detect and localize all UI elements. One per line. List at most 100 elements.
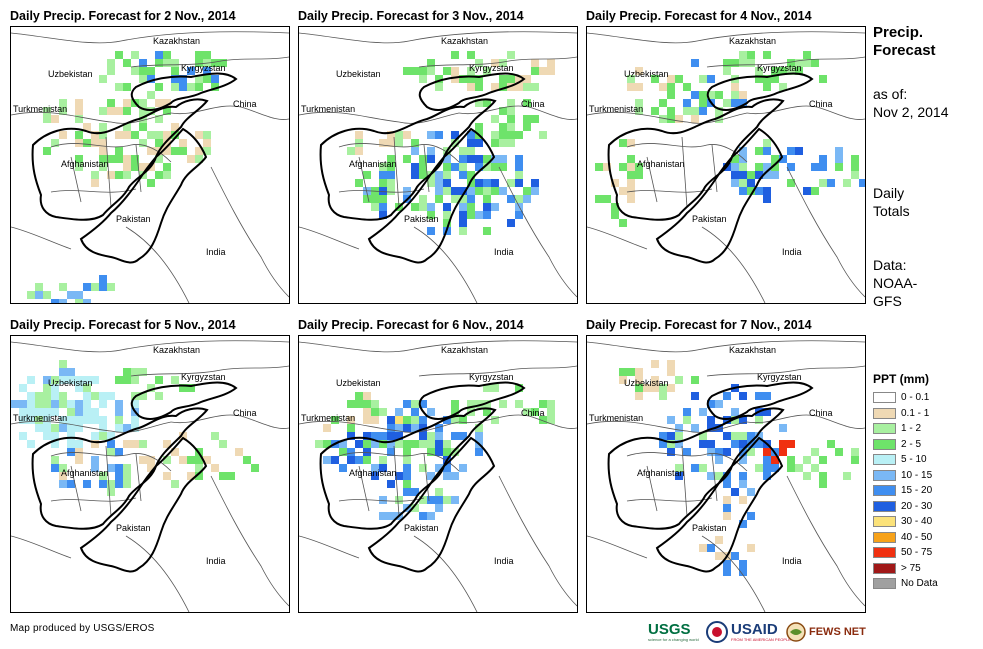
precip-cell [779,67,787,75]
precip-cell [219,59,227,67]
precip-cell [67,408,75,416]
precip-cell [763,139,771,147]
pakistan-outline [79,127,208,264]
map-label-afghanistan: Afghanistan [349,468,397,478]
legend-swatch [873,438,896,450]
precip-cell [107,432,115,440]
precip-cell [155,376,163,384]
legend-item: 50 - 75 [873,546,932,559]
precip-cell [147,75,155,83]
map-label-afghanistan: Afghanistan [637,159,685,169]
precip-cell [355,147,363,155]
precip-cell [483,155,491,163]
precip-cell [635,67,643,75]
precip-cell [99,480,107,488]
precip-cell [443,155,451,163]
precip-cell [131,400,139,408]
precip-cell [67,376,75,384]
precip-cell [715,400,723,408]
precip-cell [723,560,731,568]
legend-swatch [873,485,896,496]
precip-cell [347,424,355,432]
precip-cell [539,67,547,75]
precip-cell [531,408,539,416]
precip-cell [779,448,787,456]
precip-cell [635,107,643,115]
precip-cell [179,456,187,464]
country-boundary [706,365,865,377]
map-label-afghanistan: Afghanistan [349,159,397,169]
country-boundary [413,226,478,303]
precip-cell [379,440,387,448]
precip-cell [363,456,371,464]
precip-cell [435,464,443,472]
map-panel-2: Kazakhstan Uzbekistan Kyrgyzstan Turkmenist… [298,26,578,304]
kyrgyzstan-outline [706,381,814,420]
precip-cell [539,416,547,424]
panel-title-5: Daily Precip. Forecast for 6 Nov., 2014 [298,318,524,332]
precip-cell [131,416,139,424]
legend-label: 0.1 - 1 [901,407,930,419]
precip-cell [483,408,491,416]
country-boundary [358,445,430,517]
precip-cell [763,408,771,416]
precip-cell [163,59,171,67]
precip-cell [755,432,763,440]
precip-cell [83,400,91,408]
precip-cell [91,408,99,416]
precip-cell [627,155,635,163]
precip-cell [379,211,387,219]
precip-cell [411,408,419,416]
precip-cell [155,171,163,179]
precip-cell [403,488,411,496]
precip-cell [651,376,659,384]
precip-cell [491,139,499,147]
precip-cell [635,83,643,91]
precip-cell [147,179,155,187]
precip-cell [131,163,139,171]
precip-grid [27,51,227,303]
precip-cell [235,448,243,456]
map-label-china: China [521,99,545,109]
precip-cell [59,424,67,432]
precip-cell [443,171,451,179]
precip-cell [507,115,515,123]
precip-cell [755,75,763,83]
map-label-india: India [494,556,514,566]
precip-cell [323,424,331,432]
precip-cell [51,456,59,464]
precip-cell [91,139,99,147]
precip-cell [435,496,443,504]
usaid-logo: USAID FROM THE AMERICAN PEOPLE [731,620,791,642]
country-boundary [458,414,577,429]
precip-cell [379,512,387,520]
precip-cell [779,440,787,448]
precip-cell [363,171,371,179]
precip-cell [443,219,451,227]
precip-cell [387,179,395,187]
country-boundary [701,535,766,612]
precip-cell [467,75,475,83]
precip-cell [91,456,99,464]
map-label-kazakhstan: Kazakhstan [441,36,488,46]
precip-cell [147,384,155,392]
precip-cell [419,155,427,163]
precip-cell [443,464,451,472]
country-boundary [701,226,766,303]
precip-cell [651,360,659,368]
precip-cell [699,440,707,448]
precip-cell [179,147,187,155]
precip-cell [739,179,747,187]
precip-cell [483,384,491,392]
precip-cell [459,171,467,179]
precip-cell [43,115,51,123]
precip-cell [803,51,811,59]
precip-cell [499,59,507,67]
precip-cell [467,171,475,179]
precip-cell [763,392,771,400]
precip-cell [147,464,155,472]
legend-swatch [873,423,896,434]
precip-cell [747,171,755,179]
country-boundary [626,143,748,163]
precip-cell [371,195,379,203]
